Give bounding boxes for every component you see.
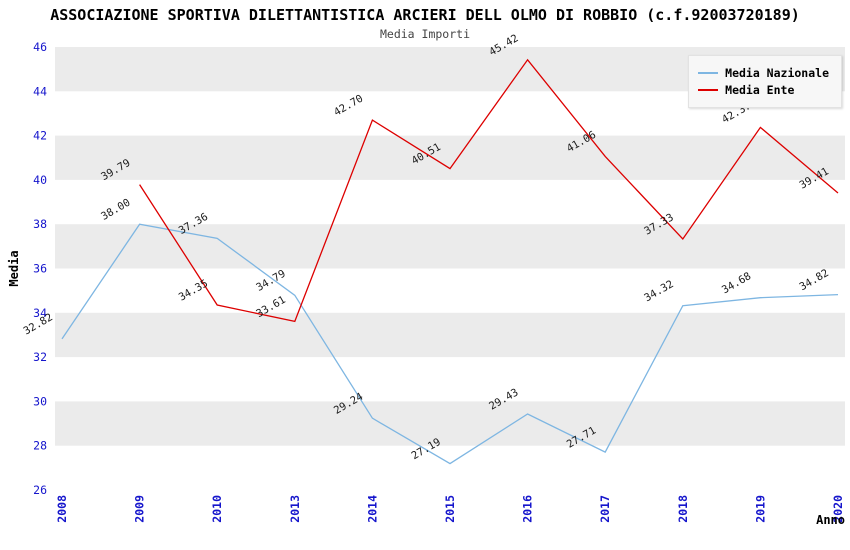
y-tick-label: 44: [33, 84, 47, 98]
x-tick-label: 2008: [55, 495, 69, 523]
x-tick-label: 2017: [598, 495, 612, 523]
series-line-media-nazionale: [61, 223, 839, 465]
x-tick-label: 2018: [676, 495, 690, 523]
y-tick-label: 26: [33, 483, 47, 497]
y-tick-label: 46: [33, 40, 47, 54]
y-tick-label: 32: [33, 350, 47, 364]
y-tick-label: 30: [33, 394, 47, 408]
legend-label: Media Nazionale: [725, 66, 829, 80]
x-axis-title: Anno: [816, 513, 845, 527]
x-tick-label: 2019: [753, 495, 767, 523]
y-tick-label: 36: [33, 262, 47, 276]
x-tick-label: 2016: [521, 495, 535, 523]
y-tick-label: 28: [33, 439, 47, 453]
data-label-media-nazionale: 38.00: [99, 197, 132, 223]
legend-item: Media Ente: [698, 83, 829, 97]
legend-swatch-line: [698, 89, 719, 91]
x-tick-label: 2020: [831, 495, 845, 523]
x-tick-label: 2010: [210, 495, 224, 523]
x-tick-label: 2015: [443, 495, 457, 523]
data-label-media-nazionale: 34.79: [254, 268, 287, 294]
y-tick-label: 34: [33, 306, 47, 320]
chart-title: ASSOCIAZIONE SPORTIVA DILETTANTISTICA AR…: [50, 6, 800, 24]
data-label-media-nazionale: 34.32: [642, 278, 675, 304]
x-tick-label: 2009: [133, 495, 147, 523]
grid-band: [55, 401, 845, 446]
legend-label: Media Ente: [725, 83, 795, 97]
legend: Media Nazionale Media Ente: [688, 55, 842, 108]
y-axis-title: Media: [7, 250, 21, 286]
chart-subtitle: Media Importi: [379, 27, 470, 41]
grid-band: [55, 224, 845, 269]
y-tick-label: 42: [33, 129, 47, 143]
data-label-media-nazionale: 34.82: [798, 267, 831, 293]
series-line-media-ente: [139, 58, 839, 323]
y-tick-label: 40: [33, 173, 47, 187]
y-tick-label: 38: [33, 217, 47, 231]
data-label-media-nazionale: 34.68: [720, 270, 753, 296]
x-tick-label: 2013: [288, 495, 302, 523]
data-label-media-ente: 42.70: [332, 92, 365, 118]
legend-item: Media Nazionale: [698, 66, 829, 80]
legend-swatch-line: [698, 72, 719, 74]
data-label-media-ente: 34.35: [177, 277, 210, 303]
x-tick-label: 2014: [365, 495, 379, 523]
grid-band: [55, 135, 845, 180]
grid-band: [55, 312, 845, 358]
